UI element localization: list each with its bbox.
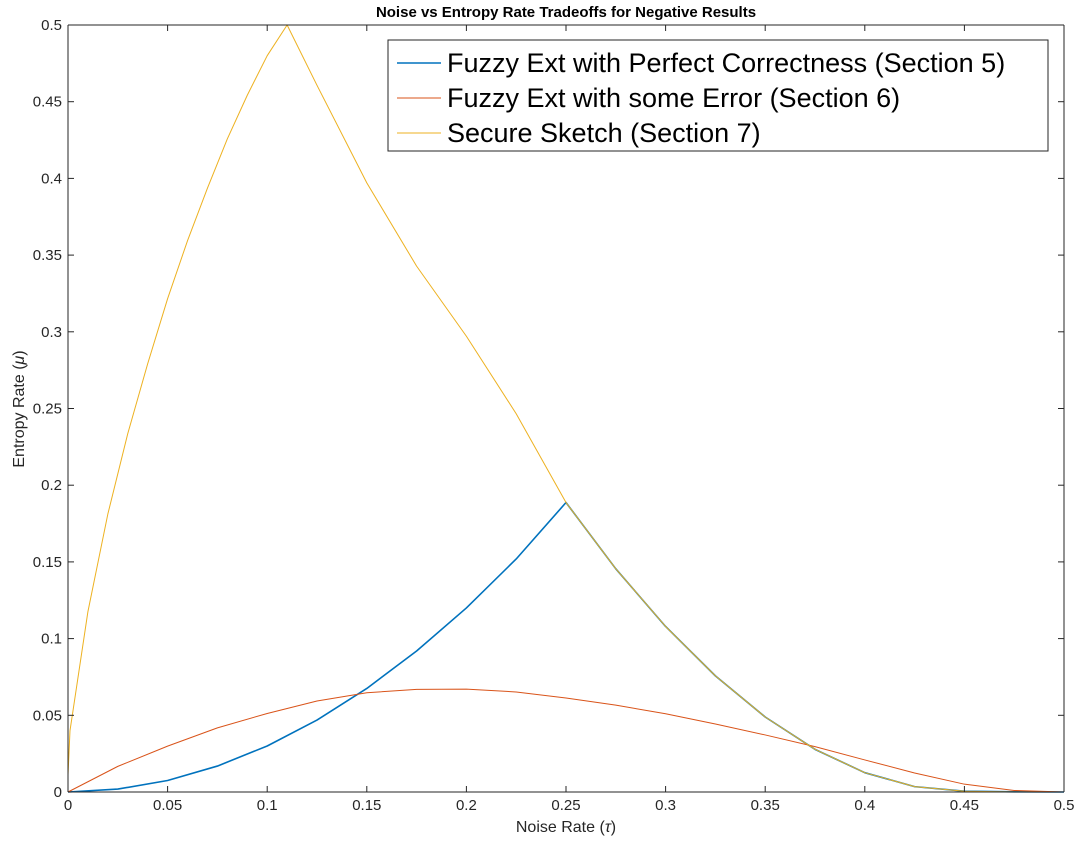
y-tick-label: 0.5 [41,17,62,34]
chart-title: Noise vs Entropy Rate Tradeoffs for Nega… [376,4,756,21]
y-axis-label: Entropy Rate (μ) [11,350,28,467]
x-tick-label: 0.25 [551,797,580,814]
y-tick-label: 0.2 [41,477,62,494]
x-axis-label: Noise Rate (τ) [516,819,616,836]
legend-box [387,39,1049,152]
series-line-fuzzy-ext-with-some-error-section-6 [67,688,1065,793]
legend-label: Fuzzy Ext with Perfect Correctness (Sect… [447,48,1005,78]
y-axis-label-symbol: μ [11,355,28,365]
x-tick-label: 0.5 [1054,797,1075,814]
x-tick-label: 0.4 [854,797,875,814]
plot-area [68,25,1064,792]
x-tick-label: 0.35 [751,797,780,814]
series-line-secure-sketch-section-7 [67,24,1065,793]
y-tick-label: 0.35 [33,247,62,264]
x-tick-label: 0 [64,797,72,814]
y-tick-label: 0.05 [33,707,62,724]
x-axis-label-symbol: τ [605,819,612,836]
y-tick-label: 0.4 [41,170,62,187]
x-tick-label: 0.45 [950,797,979,814]
y-tick-label: 0.1 [41,631,62,648]
x-tick-label: 0.2 [456,797,477,814]
legend-label: Secure Sketch (Section 7) [447,118,761,148]
y-tick-label: 0.3 [41,324,62,341]
y-tick-label: 0.45 [33,94,62,111]
legend-items: Fuzzy Ext with Perfect Correctness (Sect… [397,48,1005,148]
legend-label: Fuzzy Ext with some Error (Section 6) [447,83,900,113]
x-tick-label: 0.1 [257,797,278,814]
legend: Fuzzy Ext with Perfect Correctness (Sect… [387,39,1049,152]
x-tick-label: 0.05 [153,797,182,814]
y-tick-label: 0 [54,784,62,801]
y-axis-label-text: Entropy Rate [11,374,28,467]
y-tick-label: 0.25 [33,401,62,418]
x-axis-label-text: Noise Rate [516,819,595,836]
ticks-layer: 0 0.05 0.1 0.15 0.2 0.25 0.3 0.35 0.4 0.45 0.5 0 0.0… [33,17,1075,814]
x-tick-label: 0.15 [352,797,381,814]
y-tick-label: 0.15 [33,554,62,571]
x-tick-label: 0.3 [655,797,676,814]
series-layer [67,24,1065,793]
